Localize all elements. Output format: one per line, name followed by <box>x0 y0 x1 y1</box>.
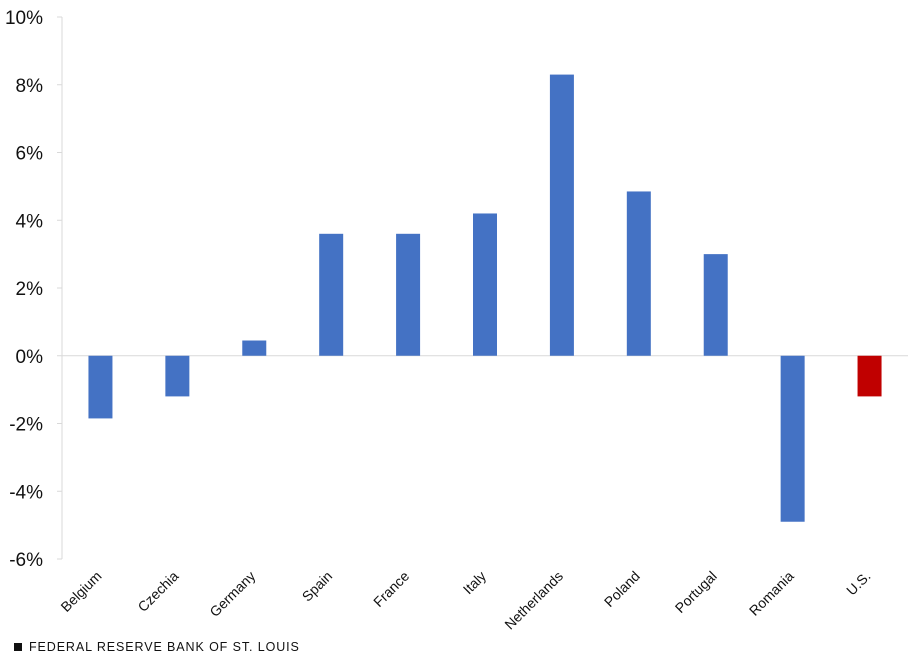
y-tick-label: 8% <box>16 76 44 97</box>
category-label: Italy <box>460 568 489 597</box>
category-label: Spain <box>299 568 336 605</box>
y-tick-label: -2% <box>9 415 43 436</box>
category-label: Germany <box>206 568 258 620</box>
bar-spain <box>319 233 344 356</box>
category-label: Romania <box>746 568 797 619</box>
category-label: Portugal <box>672 568 720 616</box>
category-label: Czechia <box>134 568 181 615</box>
bar-france <box>396 233 421 356</box>
y-tick-label: -6% <box>9 550 43 571</box>
category-label: U.S. <box>843 568 874 599</box>
bar-poland <box>626 191 651 356</box>
bar-czechia <box>165 355 190 397</box>
y-tick-label: 2% <box>16 279 44 300</box>
logo-square-icon <box>14 643 22 651</box>
bar-netherlands <box>549 74 574 356</box>
bar-romania <box>780 355 805 522</box>
y-tick-label: 6% <box>16 144 44 165</box>
category-label: Belgium <box>57 568 104 615</box>
bar-portugal <box>703 254 728 356</box>
y-tick-label: 4% <box>16 211 44 232</box>
category-label: France <box>370 568 412 610</box>
bar-germany <box>242 340 267 356</box>
bar-italy <box>473 213 497 356</box>
category-label: Poland <box>601 568 643 610</box>
bar-belgium <box>88 355 113 419</box>
y-tick-label: -4% <box>9 482 43 503</box>
bar-us <box>857 355 882 397</box>
source-footer: FEDERAL RESERVE BANK OF ST. LOUIS <box>14 640 300 654</box>
source-text: FEDERAL RESERVE BANK OF ST. LOUIS <box>29 640 300 654</box>
y-tick-label: 10% <box>5 8 43 29</box>
y-tick-label: 0% <box>16 347 44 368</box>
category-label: Netherlands <box>501 568 566 633</box>
